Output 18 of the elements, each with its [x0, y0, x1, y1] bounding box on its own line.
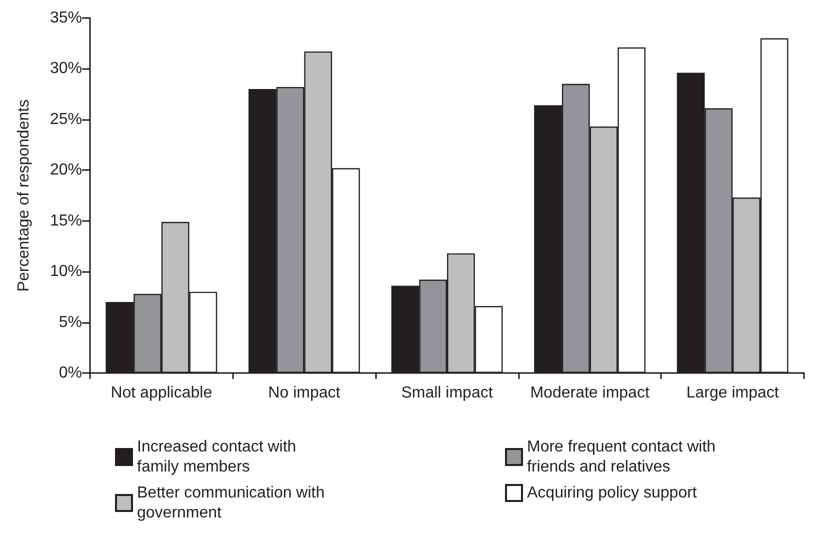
x-tick-label: Not applicable	[110, 384, 212, 402]
legend-label: Acquiring policy support	[527, 484, 698, 502]
x-tick-label: Large impact	[686, 384, 780, 402]
y-tick-label: 30%	[50, 60, 82, 78]
y-tick-label: 35%	[50, 10, 82, 26]
y-tick-label: 0%	[58, 364, 82, 382]
x-tick-label: No impact	[268, 384, 341, 402]
x-tick-label: Moderate impact	[530, 384, 650, 402]
x-tick-label: Small impact	[401, 384, 494, 402]
y-tick-label: 15%	[50, 212, 82, 230]
y-axis-title: Percentage of respondents	[16, 99, 32, 292]
y-tick-label: 20%	[50, 162, 82, 179]
legend-label: Better communication with government	[137, 484, 330, 522]
legend-label: Increased contact with family members	[137, 438, 301, 476]
y-tick-label: 10%	[50, 263, 82, 280]
legend-label: More frequent contact with friends and relatives	[527, 438, 720, 476]
y-tick-label: 5%	[58, 314, 82, 331]
y-tick-label: 25%	[50, 110, 82, 128]
